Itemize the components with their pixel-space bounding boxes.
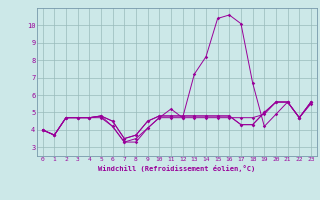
X-axis label: Windchill (Refroidissement éolien,°C): Windchill (Refroidissement éolien,°C) [98, 165, 255, 172]
